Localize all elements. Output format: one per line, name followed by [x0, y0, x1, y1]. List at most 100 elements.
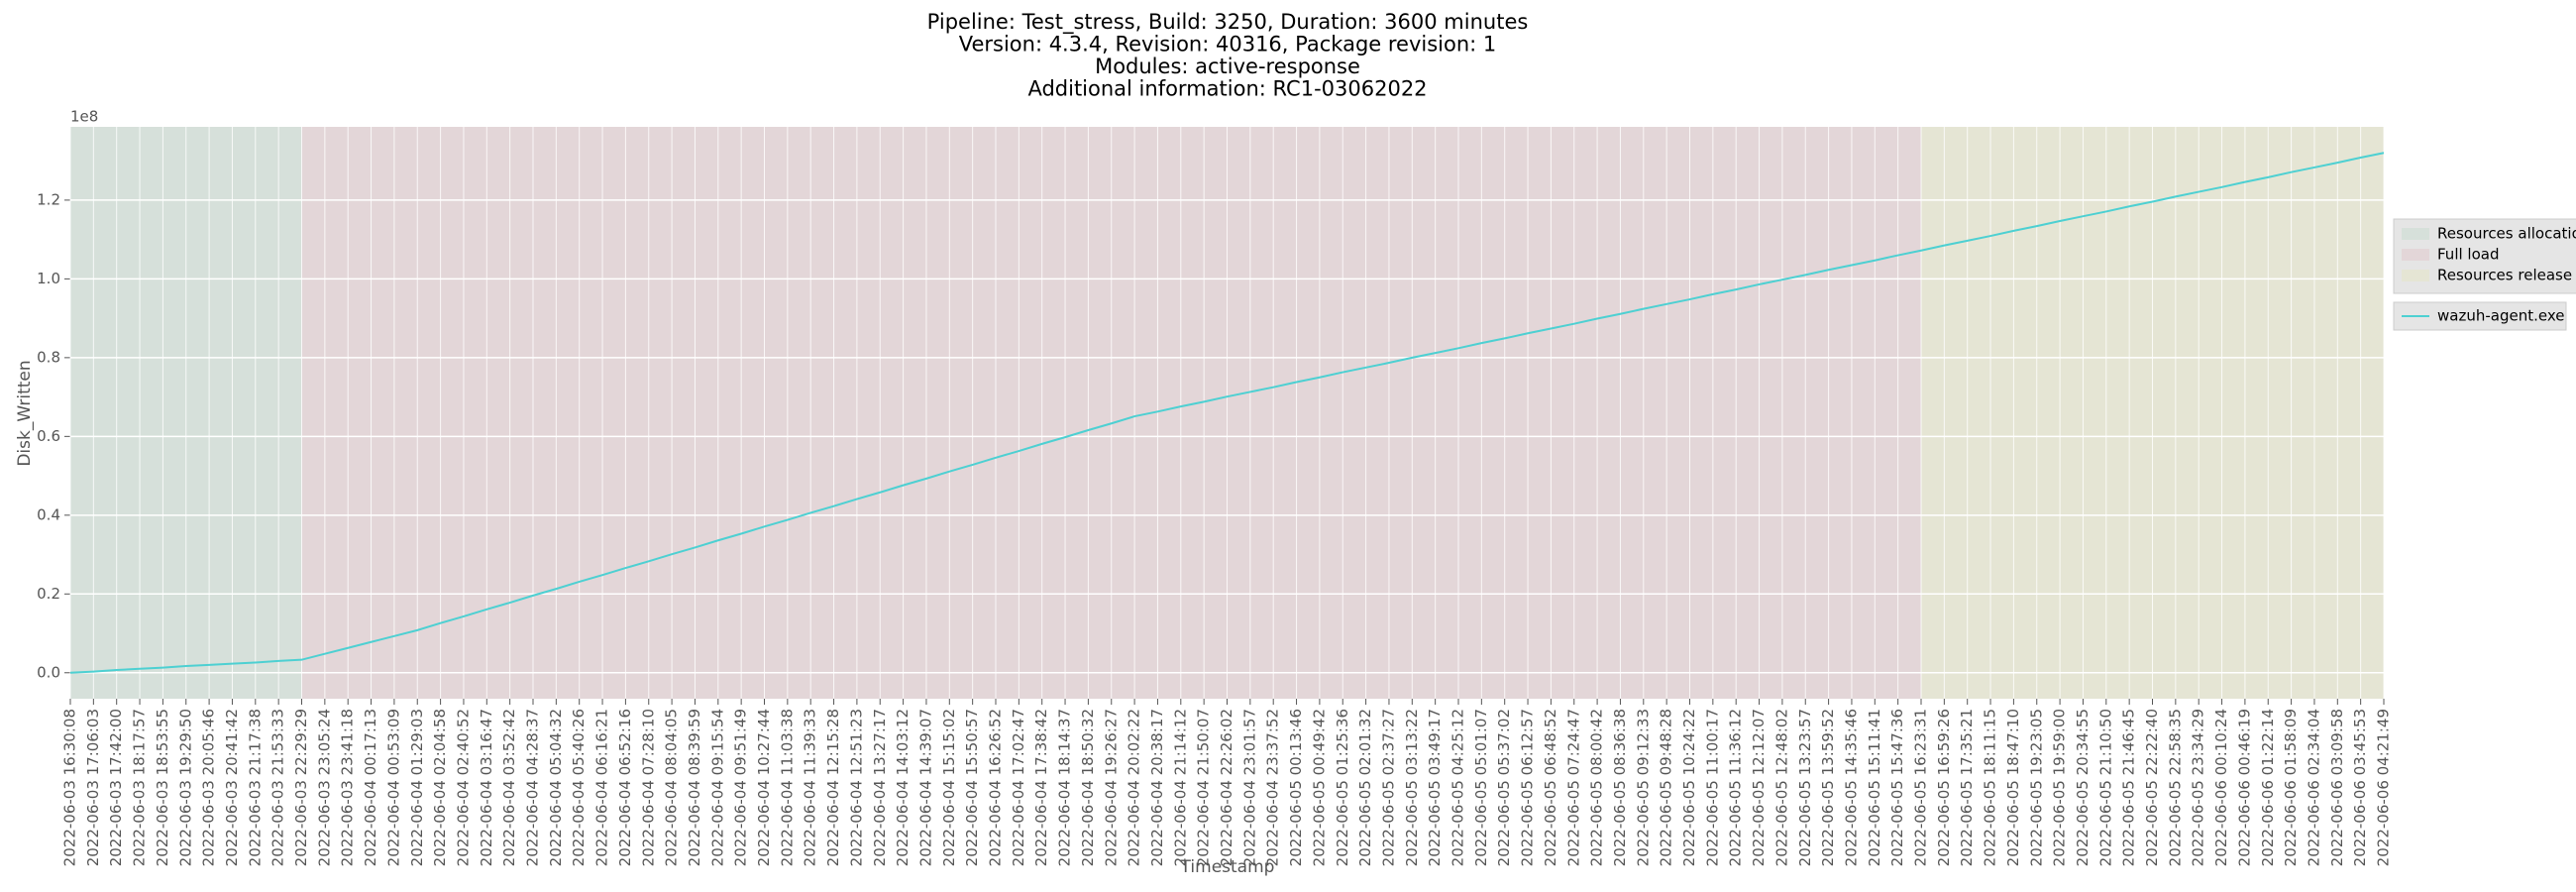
x-tick-label: 2022-06-03 23:05:24 — [315, 709, 333, 866]
x-tick-label: 2022-06-05 13:59:52 — [1819, 709, 1837, 866]
x-tick-label: 2022-06-05 07:24:47 — [1564, 709, 1582, 866]
x-tick-label: 2022-06-04 17:38:42 — [1032, 709, 1050, 866]
x-tick-label: 2022-06-04 01:29:03 — [408, 709, 426, 866]
y-offset-label: 1e8 — [70, 108, 98, 126]
x-tick-label: 2022-06-04 05:40:26 — [570, 709, 588, 866]
x-tick-label: 2022-06-04 00:53:09 — [384, 709, 402, 866]
x-tick-label: 2022-06-04 02:40:52 — [454, 709, 472, 866]
x-tick-label: 2022-06-05 00:13:46 — [1287, 709, 1305, 866]
x-tick-label: 2022-06-05 11:00:17 — [1703, 709, 1721, 866]
x-tick-label: 2022-06-05 17:35:21 — [1958, 709, 1976, 866]
x-tick-label: 2022-06-05 06:12:57 — [1519, 709, 1537, 866]
x-tick-label: 2022-06-05 19:23:05 — [2027, 709, 2045, 866]
x-tick-label: 2022-06-04 11:03:38 — [778, 709, 796, 866]
x-tick-label: 2022-06-05 02:37:27 — [1379, 709, 1397, 866]
x-tick-label: 2022-06-04 09:15:54 — [708, 709, 726, 866]
x-tick-label: 2022-06-06 01:22:14 — [2259, 709, 2277, 866]
x-tick-label: 2022-06-05 21:46:45 — [2120, 709, 2138, 866]
y-tick-label: 1.2 — [37, 190, 60, 208]
chart-title: Additional information: RC1-03062022 — [1027, 77, 1427, 101]
x-tick-label: 2022-06-05 15:47:36 — [1888, 709, 1906, 866]
x-tick-label: 2022-06-05 05:37:02 — [1495, 709, 1513, 866]
x-tick-label: 2022-06-04 22:26:02 — [1218, 709, 1235, 866]
x-tick-label: 2022-06-06 02:34:04 — [2305, 709, 2322, 866]
chart-title: Modules: active-response — [1095, 55, 1360, 78]
x-tick-label: 2022-06-05 12:12:07 — [1750, 709, 1768, 866]
x-tick-label: 2022-06-04 02:04:58 — [431, 709, 449, 866]
chart-title: Pipeline: Test_stress, Build: 3250, Dura… — [927, 10, 1529, 35]
x-tick-label: 2022-06-03 18:53:55 — [154, 709, 171, 866]
x-tick-label: 2022-06-04 06:16:21 — [593, 709, 611, 866]
x-tick-label: 2022-06-04 08:39:59 — [686, 709, 703, 866]
x-tick-label: 2022-06-03 20:05:46 — [200, 709, 218, 866]
x-tick-label: 2022-06-03 23:41:18 — [339, 709, 357, 866]
x-tick-label: 2022-06-05 18:11:15 — [1982, 709, 1999, 866]
x-tick-label: 2022-06-04 03:52:42 — [500, 709, 518, 866]
x-tick-label: 2022-06-06 03:45:53 — [2351, 709, 2369, 866]
x-tick-label: 2022-06-06 03:09:58 — [2328, 709, 2346, 866]
x-tick-label: 2022-06-03 22:29:29 — [292, 709, 310, 866]
x-tick-label: 2022-06-03 18:17:57 — [131, 709, 149, 866]
x-tick-label: 2022-06-03 19:29:50 — [176, 709, 194, 866]
legend-swatch — [2402, 249, 2429, 261]
y-tick-label: 0.2 — [37, 585, 60, 603]
legend-label: wazuh-agent.exe — [2437, 307, 2564, 325]
y-tick-label: 0.4 — [37, 505, 60, 523]
x-tick-label: 2022-06-04 12:15:28 — [824, 709, 842, 866]
x-tick-label: 2022-06-05 14:35:46 — [1842, 709, 1860, 866]
x-tick-label: 2022-06-05 16:23:31 — [1912, 709, 1930, 866]
y-tick-label: 1.0 — [37, 270, 60, 287]
x-tick-label: 2022-06-04 06:52:16 — [616, 709, 634, 866]
x-tick-label: 2022-06-04 18:50:32 — [1079, 709, 1097, 866]
y-tick-label: 0.8 — [37, 348, 60, 366]
x-tick-label: 2022-06-04 14:03:12 — [894, 709, 912, 866]
x-tick-label: 2022-06-04 03:16:47 — [478, 709, 495, 866]
x-tick-label: 2022-06-04 16:26:52 — [987, 709, 1005, 866]
x-tick-label: 2022-06-04 07:28:10 — [639, 709, 657, 866]
legend-label: Resources allocation — [2437, 225, 2576, 243]
x-tick-label: 2022-06-03 21:17:38 — [246, 709, 264, 866]
x-tick-label: 2022-06-05 09:12:33 — [1634, 709, 1652, 866]
x-tick-label: 2022-06-03 20:41:42 — [223, 709, 241, 866]
x-tick-label: 2022-06-04 20:38:17 — [1148, 709, 1166, 866]
x-tick-label: 2022-06-06 01:58:09 — [2282, 709, 2300, 866]
x-tick-label: 2022-06-05 13:23:57 — [1796, 709, 1814, 866]
x-tick-label: 2022-06-05 19:59:00 — [2051, 709, 2069, 866]
x-tick-label: 2022-06-05 08:00:42 — [1588, 709, 1606, 866]
chart-title: Version: 4.3.4, Revision: 40316, Package… — [959, 33, 1497, 56]
x-tick-label: 2022-06-04 15:15:02 — [940, 709, 958, 866]
x-tick-label: 2022-06-04 09:51:49 — [732, 709, 750, 866]
x-tick-label: 2022-06-04 23:37:52 — [1264, 709, 1282, 866]
x-tick-label: 2022-06-05 10:24:22 — [1680, 709, 1698, 866]
x-tick-label: 2022-06-04 21:50:07 — [1195, 709, 1213, 866]
x-tick-label: 2022-06-04 17:02:47 — [1010, 709, 1027, 866]
x-tick-label: 2022-06-05 06:48:52 — [1542, 709, 1559, 866]
x-tick-label: 2022-06-06 04:21:49 — [2375, 709, 2393, 866]
x-tick-label: 2022-06-05 02:01:32 — [1356, 709, 1374, 866]
data-line — [69, 152, 2385, 674]
x-tick-label: 2022-06-06 00:10:24 — [2212, 709, 2230, 866]
x-tick-label: 2022-06-04 13:27:17 — [871, 709, 889, 866]
x-tick-label: 2022-06-04 18:14:37 — [1056, 709, 1074, 866]
x-tick-label: 2022-06-04 05:04:32 — [547, 709, 565, 866]
x-tick-label: 2022-06-05 22:22:40 — [2143, 709, 2161, 866]
x-tick-label: 2022-06-05 20:34:55 — [2074, 709, 2092, 866]
x-tick-label: 2022-06-05 22:58:35 — [2166, 709, 2184, 866]
x-tick-label: 2022-06-05 11:36:12 — [1727, 709, 1745, 866]
x-tick-label: 2022-06-04 00:17:13 — [362, 709, 379, 866]
x-tick-label: 2022-06-04 19:26:27 — [1102, 709, 1120, 866]
x-tick-label: 2022-06-05 04:25:12 — [1449, 709, 1467, 866]
x-tick-label: 2022-06-04 20:02:22 — [1126, 709, 1143, 866]
x-tick-label: 2022-06-04 15:50:57 — [963, 709, 981, 866]
x-tick-label: 2022-06-05 12:48:02 — [1772, 709, 1790, 866]
x-tick-label: 2022-06-04 21:14:12 — [1171, 709, 1189, 866]
x-tick-label: 2022-06-04 08:04:05 — [663, 709, 681, 866]
x-tick-label: 2022-06-06 00:46:19 — [2235, 709, 2253, 866]
x-tick-label: 2022-06-04 10:27:44 — [755, 709, 773, 866]
x-tick-label: 2022-06-05 08:36:38 — [1611, 709, 1629, 866]
legend-swatch — [2402, 270, 2429, 281]
legend-swatch — [2402, 228, 2429, 240]
y-tick-label: 0.6 — [37, 427, 60, 445]
x-tick-label: 2022-06-04 04:28:37 — [524, 709, 542, 866]
